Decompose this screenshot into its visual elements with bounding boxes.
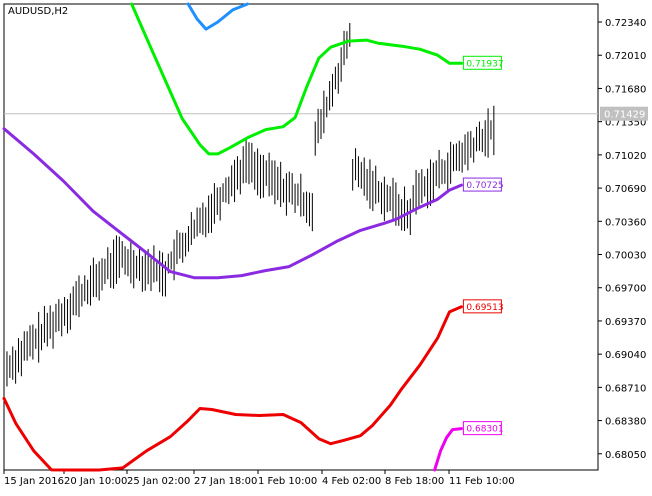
y-tick-label: 0.68710 [605,383,646,394]
indicator-line [2,127,463,280]
x-tick-label: 4 Feb 02:00 [322,476,381,487]
y-tick-label: 0.70030 [605,251,646,262]
y-tick-label: 0.68050 [605,450,646,461]
line-end-label: 0.71937 [466,59,503,69]
current-price-label-bg [600,106,648,121]
indicator-line [433,427,463,472]
y-axis: 0.72340 0.72010 0.71680 0.71350 0.71020 0.706… [598,18,646,461]
y-tick-label: 0.69700 [605,284,646,295]
y-tick-label: 0.69040 [605,350,646,361]
y-tick-label: 0.69370 [605,317,646,328]
current-price-label: 0.71429 [600,106,648,121]
indicator-line [130,2,463,156]
indicator-line [2,305,463,472]
y-tick-label: 0.70690 [605,184,646,195]
price-bars [6,23,495,387]
plot-frame [3,3,599,471]
line-end-label-box [462,299,502,314]
x-tick-label: 25 Jan 02:00 [127,476,190,487]
y-tick-label: 0.71680 [605,84,646,95]
y-tick-label: 0.70360 [605,217,646,228]
line-end-label-box [462,177,502,192]
indicator-line [186,2,249,31]
y-tick-label: 0.72010 [605,51,646,62]
y-tick-label: 0.72340 [605,18,646,29]
line-end-labels: 0.71937 0.70725 0.69513 0.68301 [462,55,504,436]
y-tick-label: 0.71350 [605,118,646,129]
y-tick-label: 0.68380 [605,417,646,428]
line-end-label: 0.68301 [466,425,503,435]
y-tick-label: 0.71020 [605,151,646,162]
indicator-lines [2,2,463,472]
x-tick-label: 20 Jan 10:00 [64,476,127,487]
current-price-label-text: 0.71429 [604,110,645,121]
chart-title: AUDUSD,H2 [8,6,68,17]
line-end-label-box [462,55,502,70]
x-tick-label: 1 Feb 10:00 [258,476,317,487]
x-tick-label: 27 Jan 18:00 [194,476,257,487]
line-end-label-box [462,421,502,436]
x-tick-label: 11 Feb 10:00 [449,476,515,487]
line-end-label: 0.69513 [466,303,503,313]
x-tick-label: 15 Jan 2016 [4,476,64,487]
line-end-label: 0.70725 [466,181,503,191]
x-tick-label: 8 Feb 18:00 [385,476,444,487]
